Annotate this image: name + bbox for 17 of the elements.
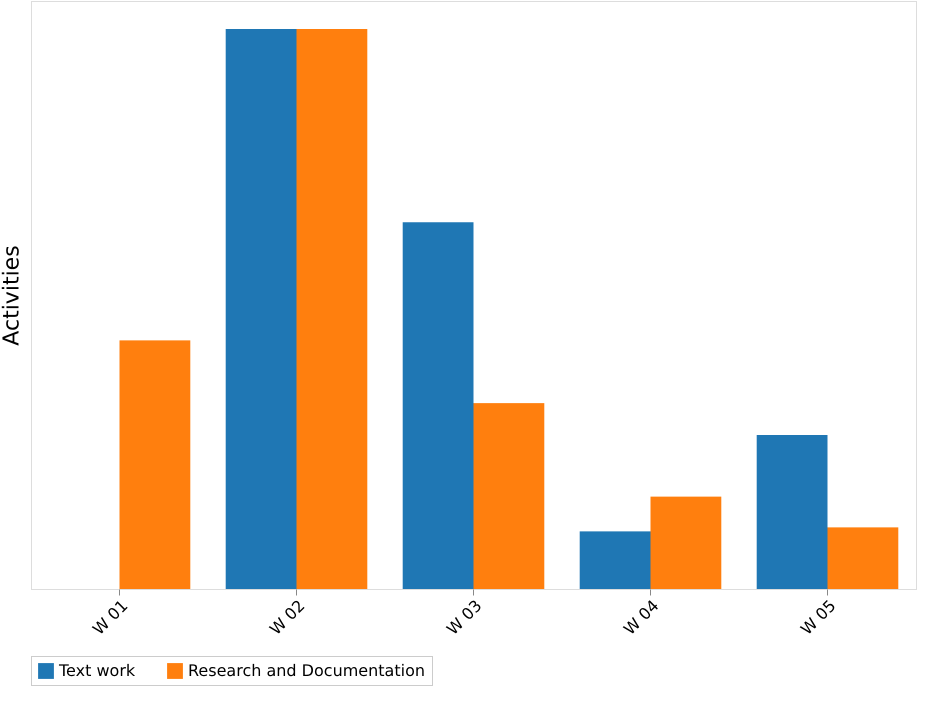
bar xyxy=(580,531,650,589)
bar xyxy=(226,29,296,589)
x-tick-label: W 04 xyxy=(620,596,663,639)
bar xyxy=(828,527,898,589)
x-tick-label: W 02 xyxy=(266,596,309,639)
x-tick-label: W 05 xyxy=(796,596,840,639)
bar xyxy=(296,29,368,589)
bar xyxy=(756,435,828,589)
legend-label: Text work xyxy=(58,661,136,680)
y-axis-title: Activities xyxy=(0,245,24,346)
x-tick-label: W 03 xyxy=(442,596,486,639)
bar xyxy=(402,222,474,589)
legend-label: Research and Documentation xyxy=(188,661,426,680)
bar xyxy=(120,340,190,589)
bar xyxy=(474,403,544,589)
x-tick-label: W 01 xyxy=(88,596,132,639)
bar xyxy=(650,496,722,589)
